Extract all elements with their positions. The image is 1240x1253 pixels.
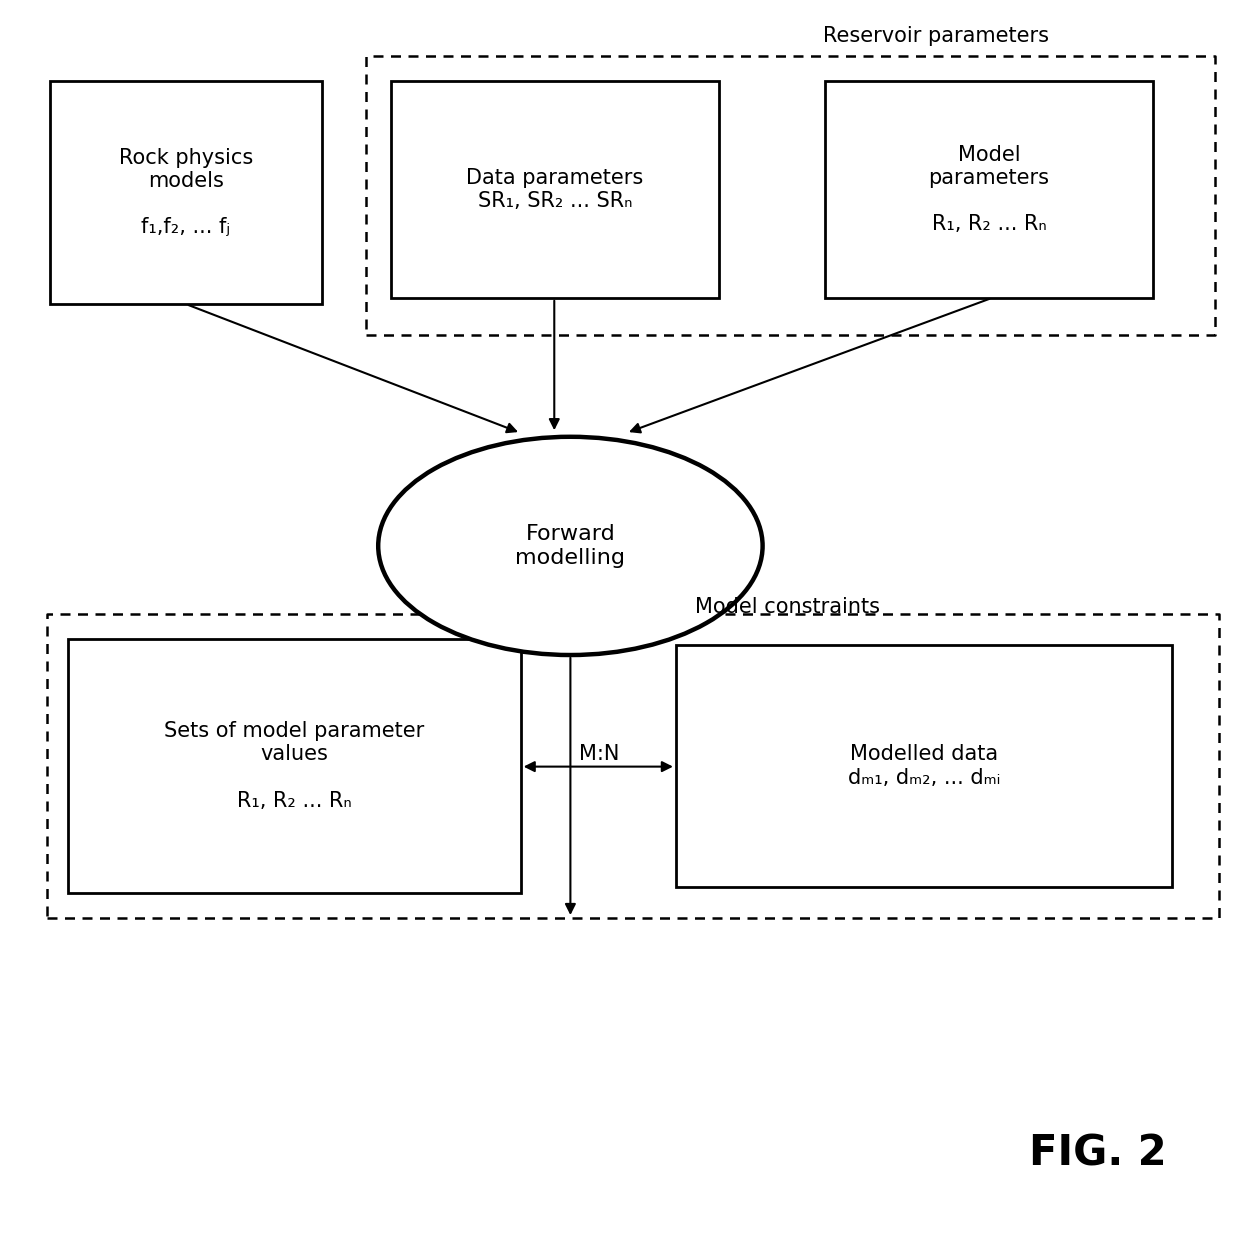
Bar bbox=[825, 81, 1153, 298]
Text: Modelled data
dₘ₁, dₘ₂, ... dₘᵢ: Modelled data dₘ₁, dₘ₂, ... dₘᵢ bbox=[848, 744, 999, 788]
Text: Rock physics
models

f₁,f₂, ... fⱼ: Rock physics models f₁,f₂, ... fⱼ bbox=[119, 148, 253, 237]
Text: Forward
modelling: Forward modelling bbox=[516, 524, 625, 568]
Bar bbox=[676, 645, 1172, 887]
Text: Sets of model parameter
values

R₁, R₂ ... Rₙ: Sets of model parameter values R₁, R₂ ..… bbox=[165, 722, 424, 811]
Text: Data parameters
SR₁, SR₂ ... SRₙ: Data parameters SR₁, SR₂ ... SRₙ bbox=[466, 168, 644, 211]
Text: Model
parameters

R₁, R₂ ... Rₙ: Model parameters R₁, R₂ ... Rₙ bbox=[929, 144, 1049, 234]
Text: FIG. 2: FIG. 2 bbox=[1029, 1133, 1166, 1174]
Text: Reservoir parameters: Reservoir parameters bbox=[823, 26, 1049, 46]
Bar bbox=[68, 639, 521, 893]
Text: M:N: M:N bbox=[579, 744, 619, 764]
Bar bbox=[50, 81, 322, 304]
Ellipse shape bbox=[378, 437, 763, 655]
Bar bbox=[391, 81, 719, 298]
Text: Model constraints: Model constraints bbox=[694, 596, 880, 616]
